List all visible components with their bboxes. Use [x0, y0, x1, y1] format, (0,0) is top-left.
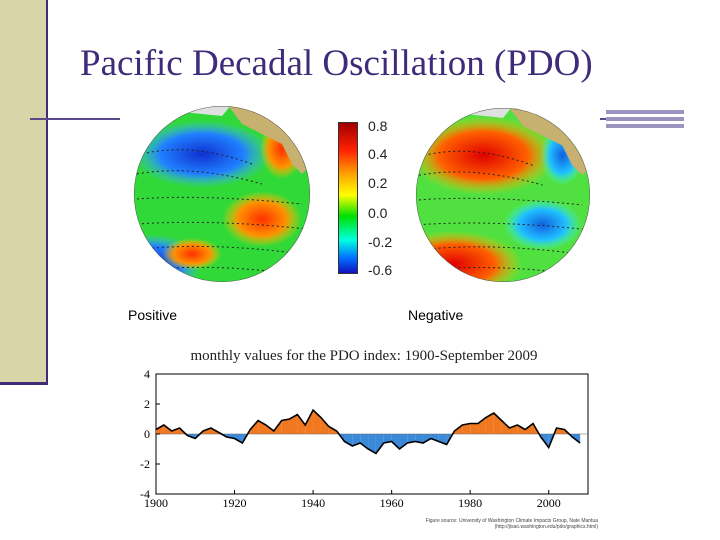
- positive-area: [554, 428, 557, 434]
- positive-area: [509, 425, 518, 434]
- x-tick-label: 2000: [537, 496, 561, 510]
- slide-side-bar-rule: [0, 382, 48, 385]
- positive-area: [156, 425, 164, 434]
- colorbar: [338, 122, 358, 274]
- positive-area: [281, 419, 290, 434]
- y-tick-label: 0: [144, 427, 150, 441]
- pdo-plot: 1900 1920 1940 1960 1980 2000 4 2 0 -2 -4: [140, 367, 589, 510]
- chart-title: monthly values for the PDO index: 1900-S…: [190, 348, 538, 364]
- colorbar-label: 0.0: [368, 205, 388, 221]
- positive-phase-globe: [134, 106, 310, 282]
- y-tick-label: -2: [140, 457, 150, 471]
- positive-area: [320, 417, 329, 434]
- negative-area: [569, 434, 573, 437]
- y-tick-label: 2: [144, 397, 150, 411]
- colorbar-label: 0.8: [368, 118, 388, 134]
- negative-area: [391, 434, 400, 449]
- negative-phase-globe: [415, 107, 591, 283]
- negative-area: [375, 434, 384, 454]
- negative-area: [344, 434, 353, 446]
- positive-area: [525, 423, 534, 434]
- negative-area: [415, 434, 424, 443]
- title-rule-right: [598, 118, 606, 120]
- negative-area: [338, 434, 345, 442]
- slide-side-bar: [0, 0, 48, 383]
- deco-stripe-3: [606, 124, 684, 128]
- colorbar-label: -0.2: [368, 234, 393, 250]
- negative-area: [383, 434, 392, 443]
- slide-title: Pacific Decadal Oscillation (PDO): [80, 43, 593, 84]
- negative-area: [360, 434, 369, 449]
- colorbar-label: -0.6: [368, 262, 393, 278]
- positive-area: [305, 410, 314, 434]
- y-tick-label: -4: [140, 487, 150, 501]
- positive-area: [501, 420, 510, 434]
- negative-area: [407, 434, 416, 443]
- positive-area: [297, 414, 306, 434]
- negative-area: [195, 434, 200, 439]
- pdo-index-line: [155, 408, 581, 455]
- deco-stripe-2: [606, 117, 684, 121]
- negative-area: [399, 434, 408, 449]
- positive-area: [517, 425, 526, 434]
- negative-caption: Negative: [408, 307, 464, 323]
- y-tick-label: 4: [144, 367, 150, 381]
- positive-area: [493, 413, 502, 434]
- deco-stripe-1: [606, 110, 684, 114]
- colorbar-label: 0.4: [368, 146, 388, 162]
- x-tick-label: 1940: [301, 496, 325, 510]
- colorbar-label: 0.2: [368, 175, 388, 191]
- positive-area: [247, 429, 251, 434]
- figure-source: Figure source: University of Washington …: [425, 518, 598, 530]
- positive-caption: Positive: [128, 307, 178, 323]
- negative-area: [234, 434, 243, 443]
- positive-area: [470, 423, 479, 434]
- negative-area: [368, 434, 376, 454]
- positive-area: [462, 423, 471, 434]
- x-tick-label: 1980: [458, 496, 482, 510]
- positive-area: [289, 414, 298, 434]
- x-tick-label: 1900: [144, 496, 168, 510]
- negative-area: [548, 434, 555, 448]
- x-tick-label: 1920: [223, 496, 247, 510]
- pdo-index-chart: monthly values for the PDO index: 1900-S…: [122, 344, 606, 534]
- negative-area: [430, 434, 439, 442]
- positive-area: [485, 413, 494, 434]
- title-rule-left: [30, 118, 122, 120]
- negative-area: [423, 434, 431, 443]
- positive-area: [478, 417, 486, 434]
- x-tick-label: 1960: [380, 496, 404, 510]
